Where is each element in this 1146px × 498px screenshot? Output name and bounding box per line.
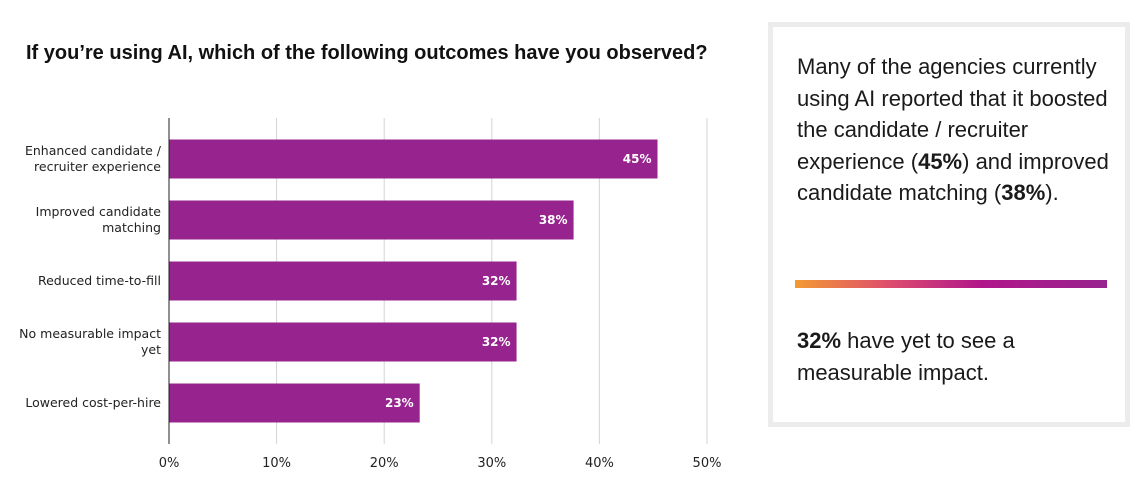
data-label: 32%: [482, 335, 511, 349]
insight-stat-45: 45%: [918, 148, 963, 174]
category-label: No measurable impact: [19, 326, 161, 341]
bar: [169, 383, 420, 423]
category-label: yet: [141, 342, 161, 357]
category-label: Improved candidate: [36, 204, 162, 219]
x-tick-label: 0%: [159, 456, 180, 471]
bars: 45% 38% 32% 32% 23%: [169, 139, 658, 423]
insight-text-1a: Many of the agencies currently using AI …: [797, 54, 1108, 174]
insight-text-2b: have yet to see a measurable impact.: [797, 328, 1015, 385]
category-label: matching: [102, 220, 161, 235]
insight-stat-32: 32%: [797, 328, 842, 353]
bar: [169, 139, 658, 179]
category-label: Lowered cost-per-hire: [25, 395, 161, 410]
data-label: 23%: [385, 396, 414, 410]
bar: [169, 261, 517, 301]
category-labels: Enhanced candidate /recruiter experience…: [19, 143, 162, 410]
x-tick-labels: 0% 10% 20% 30% 40% 50%: [159, 456, 722, 471]
insight-panel: Many of the agencies currently using AI …: [768, 22, 1130, 427]
x-tick-label: 50%: [693, 456, 722, 471]
x-tick-label: 40%: [585, 456, 614, 471]
bar: [169, 200, 574, 240]
insight-text-primary: Many of the agencies currently using AI …: [797, 51, 1117, 209]
chart-title: If you’re using AI, which of the followi…: [26, 42, 708, 64]
x-tick-label: 20%: [370, 456, 399, 471]
category-label: Reduced time-to-fill: [38, 273, 161, 288]
insight-text-secondary: 32% have yet to see a measurable impact.: [797, 325, 1117, 388]
x-tick-label: 30%: [477, 456, 506, 471]
insight-text-1e: ).: [1045, 180, 1059, 205]
gradient-divider: [795, 280, 1107, 288]
category-label: recruiter experience: [34, 159, 161, 174]
bar-chart: 45% 38% 32% 32% 23% Enhanced candidate /recr…: [19, 118, 722, 471]
insight-text-1c: ) and improved candidate matching (: [797, 148, 1109, 206]
data-label: 32%: [482, 274, 511, 288]
data-label: 38%: [539, 213, 568, 227]
category-label: Enhanced candidate /: [25, 143, 162, 158]
insight-stat-38: 38%: [1001, 180, 1046, 205]
bar: [169, 322, 517, 362]
data-label: 45%: [623, 152, 652, 166]
x-tick-label: 10%: [262, 456, 291, 471]
